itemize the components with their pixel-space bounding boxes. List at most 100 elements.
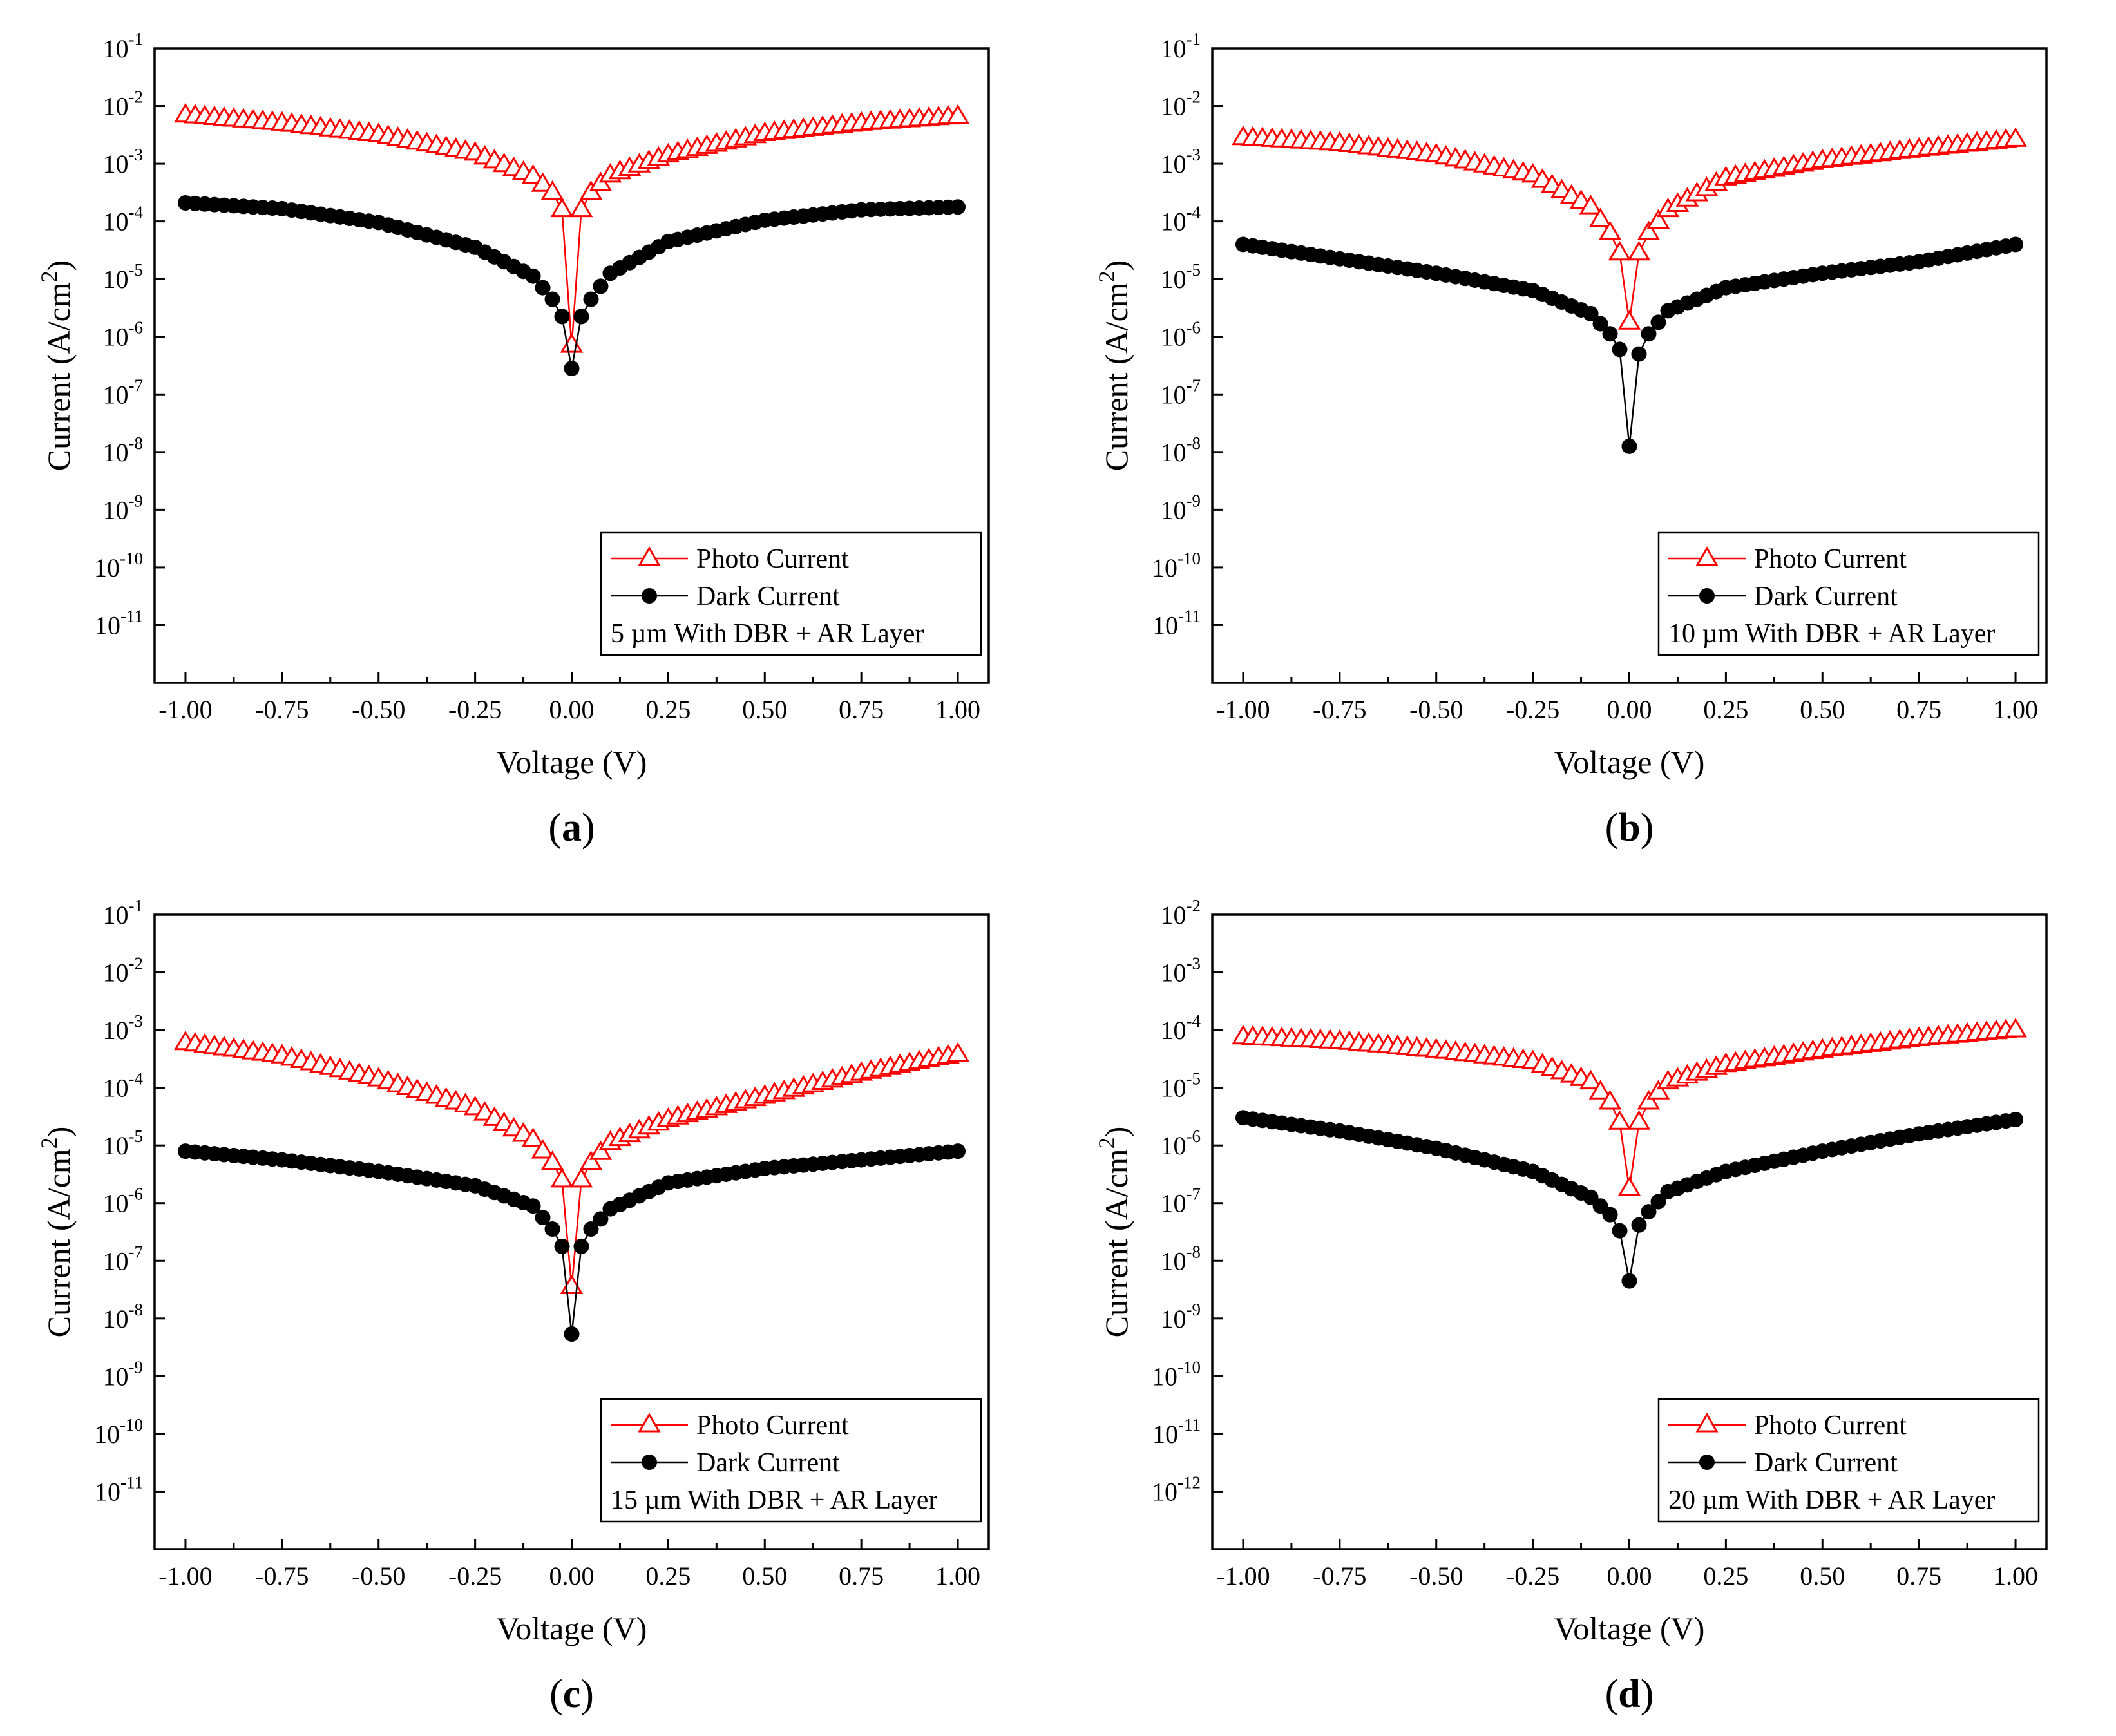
x-tick-label: -1.00 <box>1216 695 1270 724</box>
x-axis-ticks: -1.00 -0.75 -0.50 -0.25 0.00 0.25 0.50 0.75 1.00 <box>158 672 980 724</box>
photo-current-point <box>521 1127 545 1147</box>
y-tick-base: 10 <box>1161 207 1187 236</box>
y-tick-exponent: -10 <box>1177 1357 1201 1377</box>
photo-current-point <box>1588 1080 1612 1100</box>
y-tick-exponent: -5 <box>1187 1069 1201 1089</box>
y-tick-base: 10 <box>103 959 129 987</box>
dark-current-point <box>1621 438 1637 454</box>
x-axis-title: Voltage (V) <box>497 1610 647 1646</box>
y-tick-label: 10-7 <box>103 376 144 409</box>
y-tick-exponent: -5 <box>129 1127 144 1146</box>
y-tick-label: 10-8 <box>103 434 144 467</box>
y-tick-base: 10 <box>1161 901 1187 930</box>
x-tick-label: 0.50 <box>1800 1561 1845 1590</box>
series-group <box>1232 1018 2027 1289</box>
y-tick-base: 10 <box>1161 265 1187 294</box>
dark-current-point <box>583 291 599 307</box>
legend: Photo Current Dark Current 5 µm With DBR +… <box>600 531 982 656</box>
series-group <box>174 102 969 376</box>
y-axis-title-sup: 2 <box>36 271 62 282</box>
dark-current-point <box>2008 236 2024 253</box>
y-axis-title-close: ) <box>41 260 77 271</box>
x-tick-label: -0.25 <box>448 695 502 724</box>
plot-frame <box>1211 47 2048 684</box>
y-tick-exponent: -7 <box>1187 1185 1201 1204</box>
dark-current-series <box>177 1143 966 1342</box>
legend-photo-label: Photo Current <box>696 544 849 574</box>
y-tick-base: 10 <box>1161 1189 1187 1218</box>
photo-current-point <box>1637 1090 1661 1110</box>
legend-box <box>600 531 982 656</box>
dark-current-point <box>593 1211 609 1227</box>
y-tick-base: 10 <box>103 438 129 467</box>
y-tick-base: 10 <box>103 34 129 63</box>
y-tick-label: 10-4 <box>1161 203 1201 236</box>
y-tick-base: 10 <box>103 901 129 930</box>
x-tick-label: 0.75 <box>839 1561 884 1590</box>
y-tick-base: 10 <box>1161 438 1187 467</box>
y-tick-label: 10-11 <box>1152 1415 1201 1449</box>
y-axis-title: Current (A/cm2) <box>36 1127 77 1338</box>
y-tick-base: 10 <box>1161 1304 1187 1333</box>
y-tick-label: 10-1 <box>103 30 144 63</box>
x-axis-ticks: -1.00 -0.75 -0.50 -0.25 0.00 0.25 0.50 0.75 1.00 <box>1216 672 2038 724</box>
y-tick-base: 10 <box>1161 495 1187 524</box>
dark-current-point <box>1612 1223 1628 1239</box>
dark-current-point <box>1641 1204 1657 1220</box>
y-tick-exponent: -10 <box>1177 549 1201 568</box>
photo-current-point <box>579 1150 603 1170</box>
y-tick-label: 10-2 <box>1161 88 1201 121</box>
photo-current-point <box>1617 310 1641 330</box>
y-tick-exponent: -10 <box>120 549 143 568</box>
dark-current-point <box>1631 346 1647 362</box>
dark-current-point <box>1602 326 1618 342</box>
y-tick-exponent: -2 <box>1187 896 1201 915</box>
photo-current-point <box>531 172 555 192</box>
dark-current-point <box>554 309 570 325</box>
y-tick-base: 10 <box>94 1420 120 1449</box>
y-tick-base: 10 <box>103 1304 129 1333</box>
y-tick-label: 10-11 <box>95 1473 143 1506</box>
y-tick-exponent: -11 <box>1178 1415 1201 1435</box>
dark-current-point <box>573 309 589 325</box>
legend-photo-label: Photo Current <box>696 1411 849 1440</box>
y-axis-title: Current (A/cm2) <box>1094 1127 1134 1338</box>
y-tick-base: 10 <box>1152 1362 1177 1391</box>
photo-current-point <box>540 180 564 200</box>
y-tick-exponent: -8 <box>129 1300 144 1319</box>
panel-letter: b <box>1618 806 1640 850</box>
y-tick-label: 10-5 <box>1161 1069 1201 1103</box>
y-tick-label: 10-3 <box>103 1011 144 1045</box>
panel-letter: a <box>562 806 582 850</box>
chart-c: -1.00 -0.75 -0.50 -0.25 0.00 0.25 0.50 0.75 1.00… <box>36 896 990 1716</box>
y-tick-base: 10 <box>103 495 129 524</box>
y-tick-label: 10-8 <box>103 1300 144 1333</box>
legend-annotation: 15 µm With DBR + AR Layer <box>611 1485 937 1515</box>
x-tick-label: 0.75 <box>1896 695 1941 724</box>
y-tick-exponent: -3 <box>1187 954 1201 973</box>
x-tick-label: -0.50 <box>1409 1561 1463 1590</box>
y-tick-base: 10 <box>1161 380 1187 409</box>
legend-box <box>1657 531 2040 656</box>
x-tick-label: 0.00 <box>549 695 595 724</box>
y-tick-label: 10-7 <box>1161 376 1201 409</box>
legend-photo-marker <box>1695 546 1719 566</box>
y-tick-exponent: -7 <box>1187 376 1201 395</box>
x-tick-label: 1.00 <box>935 695 980 724</box>
y-tick-exponent: -8 <box>129 434 144 453</box>
x-tick-label: -1.00 <box>158 1561 212 1590</box>
y-tick-label: 10-9 <box>1161 1300 1201 1333</box>
legend-annotation: 20 µm With DBR + AR Layer <box>1668 1485 1995 1515</box>
y-tick-base: 10 <box>103 1189 129 1218</box>
x-tick-label: -0.25 <box>1506 1561 1559 1590</box>
y-tick-base: 10 <box>103 265 129 294</box>
photo-current-point <box>540 1150 564 1170</box>
x-tick-label: 0.50 <box>742 1561 787 1590</box>
panel-a: -1.00 -0.75 -0.50 -0.25 0.00 0.25 0.50 0.75 1.00… <box>0 0 1058 866</box>
y-tick-base: 10 <box>103 323 129 352</box>
chart-d: -1.00 -0.75 -0.50 -0.25 0.00 0.25 0.50 0.75 1.00… <box>1094 896 2048 1716</box>
photo-current-point <box>1646 1080 1670 1100</box>
y-tick-exponent: -3 <box>1187 145 1201 164</box>
legend: Photo Current Dark Current 15 µm With DBR … <box>600 1398 982 1523</box>
y-tick-label: 10-7 <box>1161 1185 1201 1218</box>
